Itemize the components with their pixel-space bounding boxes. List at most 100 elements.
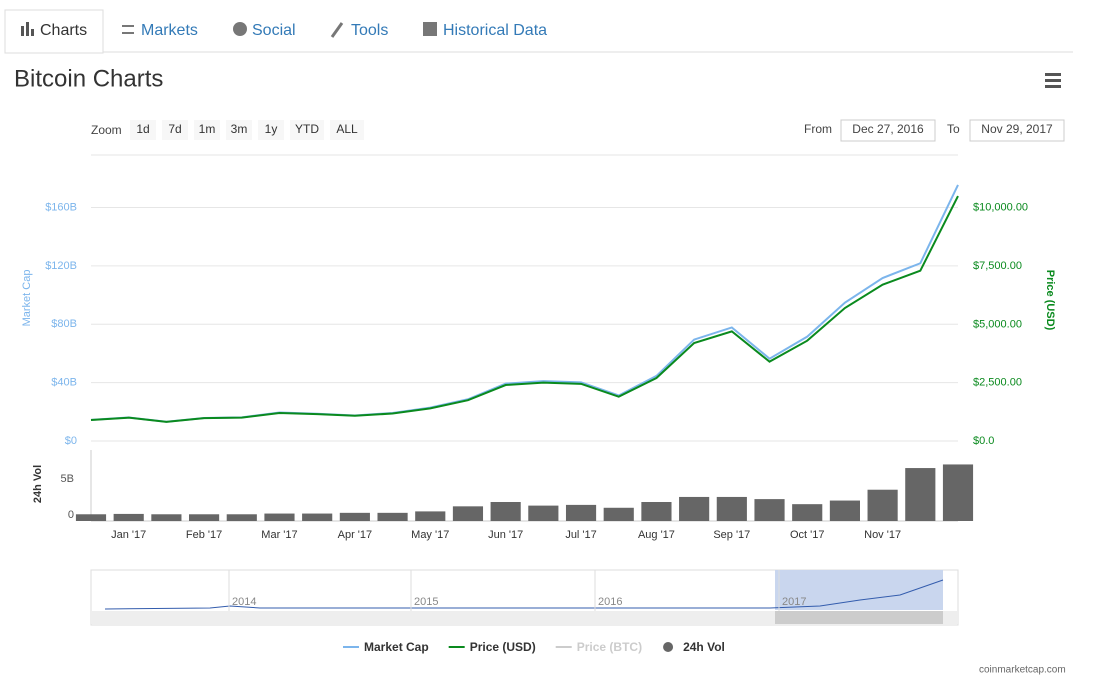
x-tick-label: Feb '17 <box>186 529 222 541</box>
x-tick-label: Aug '17 <box>638 529 675 541</box>
volume-bar <box>528 505 559 521</box>
volume-bar <box>302 513 333 521</box>
to-date: Nov 29, 2017 <box>981 122 1053 136</box>
x-tick-label: Sep '17 <box>713 529 750 541</box>
volume-bar <box>867 489 898 521</box>
y2-tick-label: $7,500.00 <box>973 260 1022 272</box>
zoom-button-label: 1m <box>199 122 216 136</box>
zoom-button[interactable] <box>258 120 284 140</box>
volume-bar <box>339 512 370 521</box>
vol-axis-title: 24h Vol <box>32 465 44 503</box>
zoom-button-label: 1d <box>136 122 149 136</box>
volume-bar <box>415 511 446 521</box>
volume-bar <box>942 464 974 521</box>
volume-bar <box>75 514 107 521</box>
x-tick-label: Jun '17 <box>488 529 523 541</box>
zoom-button[interactable] <box>290 120 324 140</box>
volume-bar <box>264 513 295 521</box>
line-series <box>90 184 959 423</box>
navigator-label: 2016 <box>598 596 622 608</box>
volume-bar <box>905 468 936 521</box>
tab[interactable]: Historical Data <box>443 22 547 39</box>
zoom-button-label: 7d <box>168 122 181 136</box>
legend-label[interactable]: 24h Vol <box>683 640 725 654</box>
navigator-line <box>104 579 944 610</box>
volume-bar <box>603 507 634 521</box>
volume-bar <box>490 502 521 521</box>
volume-bar <box>716 496 747 521</box>
zoom-button-label: YTD <box>295 122 319 136</box>
navigator-label: 2015 <box>414 596 438 608</box>
y-tick-label: $80B <box>51 318 77 330</box>
tab[interactable]: Social <box>252 22 296 39</box>
y2-tick-label: $10,000.00 <box>973 202 1028 214</box>
vol-tick-label: 0 <box>68 509 74 521</box>
volume-bar <box>151 514 182 521</box>
tools-icon <box>330 22 344 38</box>
legend-symbol <box>663 642 674 652</box>
navigator-label: 2014 <box>232 596 256 608</box>
line-series <box>90 195 959 423</box>
x-tick-label: Apr '17 <box>338 529 373 541</box>
legend-label[interactable]: Price (USD) <box>470 640 536 654</box>
zoom-button[interactable] <box>330 120 364 140</box>
to-input[interactable] <box>969 119 1065 142</box>
x-tick-label: Nov '17 <box>864 529 901 541</box>
vol-tick-label: 5B <box>61 473 74 485</box>
volume-bar <box>754 499 785 521</box>
tab[interactable]: Tools <box>351 22 388 39</box>
from-label: From <box>804 122 832 136</box>
social-icon <box>233 22 247 36</box>
volume-bar <box>113 513 144 521</box>
y2-tick-label: $5,000.00 <box>973 318 1022 330</box>
legend-label[interactable]: Market Cap <box>364 640 429 654</box>
scrollbar-thumb[interactable] <box>775 611 943 624</box>
credit[interactable]: coinmarketcap.com <box>979 665 1066 676</box>
zoom-button-label: ALL <box>336 122 358 136</box>
legend-label[interactable]: Price (BTC) <box>577 640 642 654</box>
from-date: Dec 27, 2016 <box>852 122 924 136</box>
volume-bar <box>226 514 257 521</box>
volume-bar <box>377 512 408 521</box>
x-tick-label: Jul '17 <box>565 529 596 541</box>
y-tick-label: $40B <box>51 377 77 389</box>
y-tick-label: $120B <box>45 260 77 272</box>
y-tick-label: $0 <box>65 435 77 447</box>
zoom-button[interactable] <box>194 120 220 140</box>
y-axis-title: Market Cap <box>21 270 33 327</box>
volume-bar <box>189 514 220 521</box>
scrollbar[interactable] <box>91 611 958 624</box>
tab[interactable]: Charts <box>40 22 87 39</box>
volume-bar <box>829 500 860 521</box>
x-tick-label: Jan '17 <box>111 529 146 541</box>
x-tick-label: May '17 <box>411 529 449 541</box>
y2-tick-label: $2,500.00 <box>973 377 1022 389</box>
zoom-button-label: 1y <box>265 122 278 136</box>
x-tick-label: Oct '17 <box>790 529 825 541</box>
zoom-label: Zoom <box>91 123 122 137</box>
zoom-button-label: 3m <box>231 122 248 136</box>
navigator-label: 2017 <box>782 596 806 608</box>
to-label: To <box>947 122 960 136</box>
volume-bar <box>565 504 597 521</box>
zoom-button[interactable] <box>162 120 188 140</box>
x-tick-label: Mar '17 <box>261 529 297 541</box>
zoom-button[interactable] <box>130 120 156 140</box>
y2-axis-title: Price (USD) <box>1044 270 1056 331</box>
page-title: Bitcoin Charts <box>14 65 163 92</box>
volume-bar <box>792 504 823 521</box>
y-tick-label: $160B <box>45 201 77 213</box>
y2-tick-label: $0.0 <box>973 435 994 447</box>
volume-bar <box>679 496 710 521</box>
menu-icon[interactable] <box>1045 73 1061 88</box>
tab[interactable]: Markets <box>141 22 198 39</box>
calendar-icon <box>423 22 437 36</box>
volume-bar <box>452 506 484 521</box>
markets-icon <box>122 25 134 34</box>
from-input[interactable] <box>840 119 936 142</box>
volume-bar <box>641 502 672 521</box>
zoom-button[interactable] <box>226 120 252 140</box>
chart-icon <box>21 22 34 36</box>
